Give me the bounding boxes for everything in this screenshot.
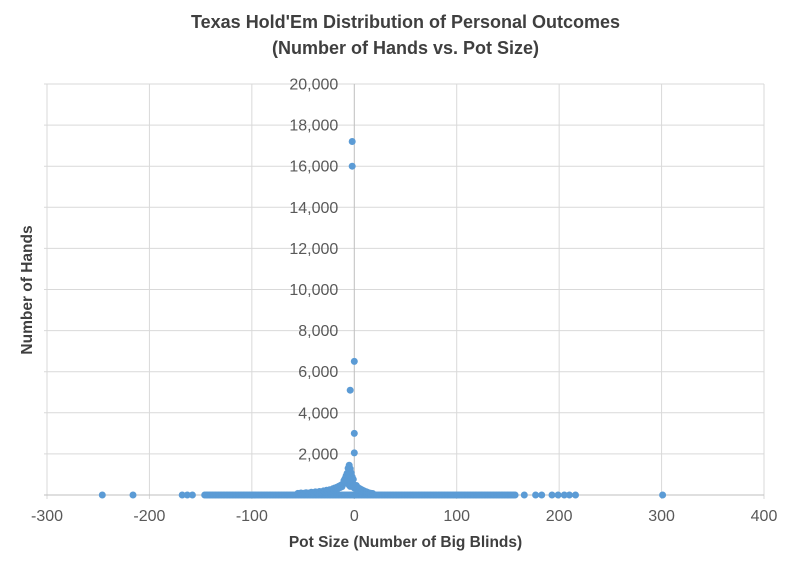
x-tick-label: 100	[443, 508, 470, 525]
chart-title-line1: Texas Hold'Em Distribution of Personal O…	[190, 12, 621, 32]
x-tick-label: -200	[133, 508, 165, 525]
data-point	[350, 449, 358, 457]
y-tick-label: 18,000	[289, 118, 338, 135]
x-tick-label: 400	[751, 508, 778, 525]
y-tick-label: 12,000	[289, 241, 338, 258]
data-point	[572, 491, 579, 499]
data-point	[183, 491, 191, 499]
chart-title-line2: (Number of Hands vs. Pot Size)	[271, 38, 540, 58]
y-tick-label: 20,000	[289, 77, 338, 94]
data-point	[560, 491, 568, 499]
data-point	[98, 491, 106, 499]
data-point	[659, 491, 667, 499]
data-point	[369, 490, 377, 497]
data-points	[98, 138, 667, 499]
data-point	[350, 429, 358, 437]
y-tick-label: 14,000	[289, 200, 338, 217]
data-point	[348, 138, 356, 145]
data-point	[532, 491, 540, 499]
data-point	[538, 491, 546, 499]
data-point	[548, 491, 556, 499]
x-tick-label: -100	[236, 508, 268, 525]
data-point	[129, 491, 137, 499]
x-axis-title: Pot Size (Number of Big Blinds)	[288, 534, 523, 551]
data-point	[520, 491, 528, 499]
y-tick-label: 8,000	[298, 323, 338, 340]
x-tick-label: 300	[648, 508, 675, 525]
data-point	[178, 491, 186, 499]
x-tick-label: 0	[350, 508, 359, 525]
x-tick-label: 200	[546, 508, 573, 525]
chart-title: Texas Hold'Em Distribution of Personal O…	[47, 9, 764, 61]
data-point	[348, 162, 356, 170]
y-tick-label: 6,000	[298, 364, 338, 381]
data-point	[511, 491, 519, 499]
data-point	[340, 477, 348, 485]
y-tick-label: 2,000	[298, 446, 338, 463]
data-point	[350, 357, 358, 365]
x-tick-label: -300	[31, 508, 63, 525]
data-point	[346, 476, 354, 484]
data-point	[565, 491, 573, 499]
y-tick-label: 10,000	[289, 282, 338, 299]
data-point	[554, 491, 562, 499]
data-point	[188, 491, 196, 499]
y-tick-label: 16,000	[289, 159, 338, 176]
data-point	[346, 386, 354, 394]
y-tick-label: 4,000	[298, 405, 338, 422]
